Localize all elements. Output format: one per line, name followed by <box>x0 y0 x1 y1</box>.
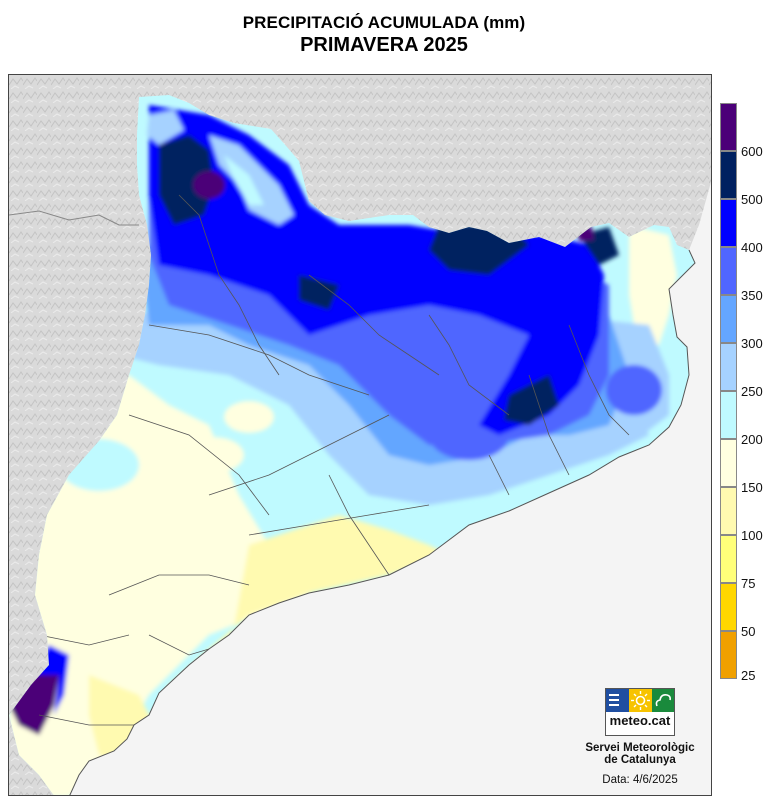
legend-label: 150 <box>741 480 763 495</box>
legend-label: 300 <box>741 336 763 351</box>
legend-swatch-25 <box>720 631 737 679</box>
legend-label: 500 <box>741 192 763 207</box>
legend-swatch-350 <box>720 247 737 295</box>
map-subtitle: PRIMAVERA 2025 <box>300 34 468 56</box>
catalonia-map-svg <box>9 75 711 795</box>
logo-text: meteo.cat <box>609 713 671 728</box>
legend-swatch-400 <box>720 199 737 247</box>
meteocat-logo[interactable]: meteo.cat <box>605 688 675 736</box>
map-title: PRECIPITACIÓ ACUMULADA (mm) <box>242 13 526 32</box>
menu-lines-icon <box>606 689 629 712</box>
legend-label: 400 <box>741 240 763 255</box>
legend-label: 600 <box>741 144 763 159</box>
legend-label: 250 <box>741 384 763 399</box>
legend-swatch-250 <box>720 343 737 391</box>
legend-label: 100 <box>741 528 763 543</box>
cloud-icon <box>652 689 674 712</box>
sun-icon <box>629 689 652 712</box>
legend-label: 350 <box>741 288 763 303</box>
comarca-borders <box>38 194 630 726</box>
legend-swatch-500 <box>720 151 737 199</box>
organization-name: Servei Meteorològic de Catalunya <box>575 742 705 766</box>
legend-swatch-150 <box>720 439 737 487</box>
coastline <box>69 249 696 795</box>
org-line-1: Servei Meteorològic <box>585 742 695 754</box>
legend-swatch-600plus <box>720 103 737 151</box>
legend-swatch-50 <box>720 583 737 631</box>
legend-label: 200 <box>741 432 763 447</box>
legend-swatch-100 <box>720 487 737 535</box>
issue-date: Data: 4/6/2025 <box>602 774 678 786</box>
legend-swatch-300 <box>720 295 737 343</box>
org-line-2: de Catalunya <box>604 754 676 766</box>
legend-swatch-75 <box>720 535 737 583</box>
legend-label: 50 <box>741 624 756 639</box>
legend-label: 25 <box>741 668 756 683</box>
legend-swatch-200 <box>720 391 737 439</box>
precipitation-map[interactable] <box>8 74 712 796</box>
legend-label: 75 <box>741 576 756 591</box>
